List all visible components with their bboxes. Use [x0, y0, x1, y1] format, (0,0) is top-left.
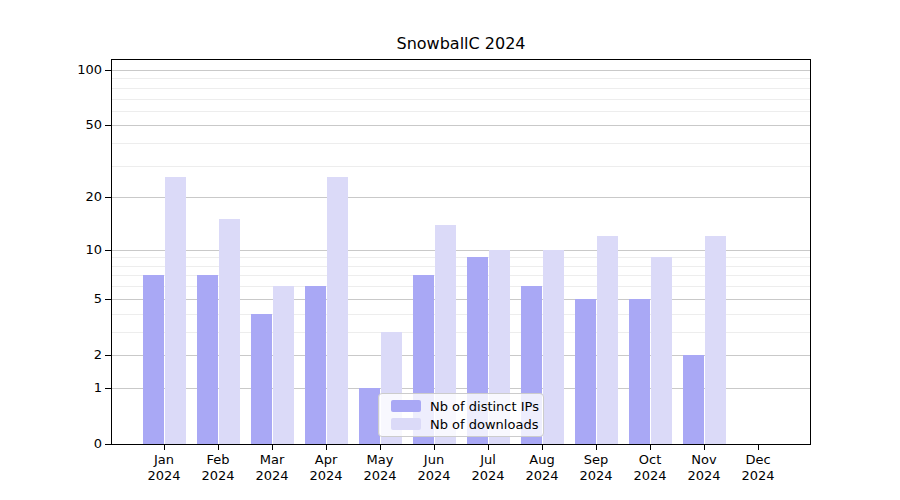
x-tick-label: Jul 2024 — [458, 452, 518, 484]
gridline-major — [112, 70, 810, 71]
y-tick-label: 1 — [60, 380, 102, 396]
y-tick-mark — [105, 355, 111, 356]
gridline-minor — [112, 88, 810, 89]
y-tick-label: 2 — [60, 347, 102, 363]
x-tick-label: Mar 2024 — [242, 452, 302, 484]
x-tick-mark — [758, 445, 759, 450]
x-tick-mark — [380, 445, 381, 450]
legend-label-distinct-ips: Nb of distinct IPs — [430, 399, 539, 414]
x-tick-mark — [272, 445, 273, 450]
chart-title: SnowballC 2024 — [112, 34, 810, 53]
bar-distinct-ips — [359, 388, 380, 444]
legend-row-ips: Nb of distinct IPs — [387, 399, 535, 414]
legend-swatch-downloads — [391, 418, 421, 430]
y-tick-mark — [105, 444, 111, 445]
legend: Nb of distinct IPs Nb of downloads — [378, 393, 544, 437]
bar-downloads — [543, 250, 564, 444]
legend-swatch-distinct-ips — [391, 400, 421, 412]
gridline-minor — [112, 143, 810, 144]
bar-distinct-ips — [683, 355, 704, 444]
figure: SnowballC 2024 Nb of distinct IPs Nb of … — [0, 0, 900, 500]
x-tick-label: Apr 2024 — [296, 452, 356, 484]
plot-area: Nb of distinct IPs Nb of downloads — [111, 59, 811, 445]
x-tick-mark — [704, 445, 705, 450]
y-tick-mark — [105, 125, 111, 126]
x-tick-mark — [650, 445, 651, 450]
x-tick-label: Sep 2024 — [566, 452, 626, 484]
y-tick-mark — [105, 70, 111, 71]
x-tick-label: May 2024 — [350, 452, 410, 484]
gridline-minor — [112, 111, 810, 112]
x-tick-mark — [542, 445, 543, 450]
gridline-minor — [112, 166, 810, 167]
bar-distinct-ips — [143, 275, 164, 444]
bar-downloads — [219, 219, 240, 444]
bar-downloads — [327, 177, 348, 444]
bar-downloads — [165, 177, 186, 444]
y-tick-mark — [105, 299, 111, 300]
y-tick-label: 10 — [60, 242, 102, 258]
x-tick-label: Jun 2024 — [404, 452, 464, 484]
x-tick-label: Oct 2024 — [620, 452, 680, 484]
y-tick-mark — [105, 197, 111, 198]
y-tick-label: 20 — [60, 189, 102, 205]
legend-row-downloads: Nb of downloads — [387, 417, 535, 432]
y-tick-label: 0 — [60, 436, 102, 452]
gridline-major — [112, 197, 810, 198]
bar-distinct-ips — [251, 314, 272, 444]
legend-label-downloads: Nb of downloads — [430, 417, 538, 432]
x-tick-label: Dec 2024 — [728, 452, 788, 484]
bar-downloads — [705, 236, 726, 444]
x-tick-label: Aug 2024 — [512, 452, 572, 484]
gridline-minor — [112, 99, 810, 100]
x-tick-mark — [434, 445, 435, 450]
bar-downloads — [651, 257, 672, 444]
bar-downloads — [597, 236, 618, 444]
gridline-minor — [112, 78, 810, 79]
x-tick-label: Nov 2024 — [674, 452, 734, 484]
y-tick-label: 5 — [60, 291, 102, 307]
x-tick-mark — [218, 445, 219, 450]
x-tick-label: Jan 2024 — [134, 452, 194, 484]
y-tick-mark — [105, 388, 111, 389]
x-tick-mark — [164, 445, 165, 450]
bar-distinct-ips — [305, 286, 326, 444]
y-tick-label: 50 — [60, 117, 102, 133]
y-tick-mark — [105, 250, 111, 251]
x-tick-mark — [326, 445, 327, 450]
x-tick-label: Feb 2024 — [188, 452, 248, 484]
y-tick-label: 100 — [60, 62, 102, 78]
bar-distinct-ips — [197, 275, 218, 444]
x-tick-mark — [596, 445, 597, 450]
gridline-major — [112, 125, 810, 126]
bar-distinct-ips — [575, 299, 596, 444]
x-tick-mark — [488, 445, 489, 450]
bar-distinct-ips — [629, 299, 650, 444]
bar-downloads — [273, 286, 294, 444]
